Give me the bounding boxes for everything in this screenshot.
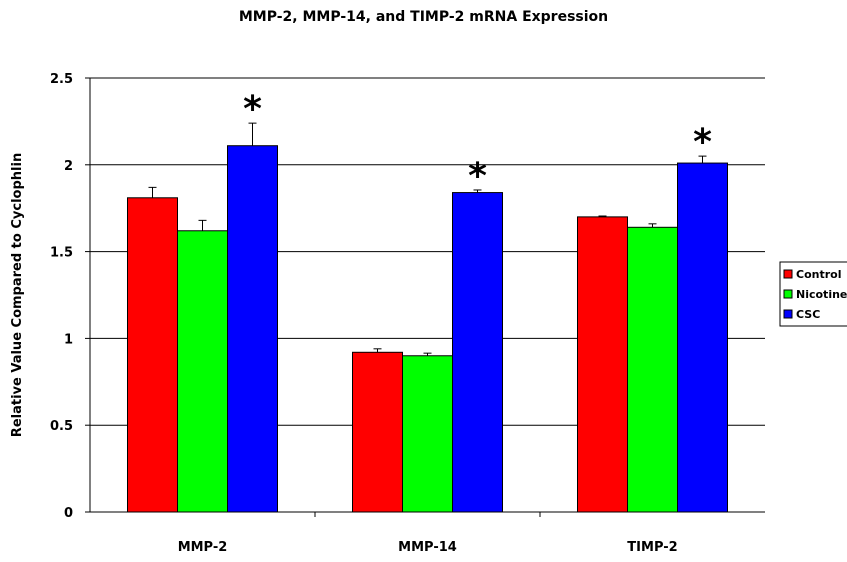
y-tick-label: 1 (64, 332, 73, 347)
bar-csc-mmp-14 (452, 192, 503, 513)
x-tick-label: MMP-14 (398, 540, 457, 555)
legend-label-control: Control (796, 268, 841, 281)
bar-csc-mmp-2 (227, 145, 278, 513)
bar-nicotine-mmp-2 (177, 230, 228, 513)
legend-label-nicotine: Nicotine (796, 288, 847, 301)
y-tick-label: 0 (64, 506, 73, 521)
bar-control-mmp-14 (352, 351, 403, 513)
y-tick-label: 1.5 (50, 246, 73, 261)
significance-asterisk: * (468, 156, 487, 197)
y-tick-label: 2 (64, 159, 73, 174)
bar-control-timp-2 (577, 216, 628, 513)
bar-csc-timp-2 (677, 162, 728, 513)
legend-swatch-nicotine (783, 289, 793, 299)
bar-control-mmp-2 (127, 197, 178, 513)
x-tick-label: MMP-2 (178, 540, 228, 555)
x-tick-label: TIMP-2 (627, 540, 677, 555)
bar-nicotine-mmp-14 (402, 355, 453, 513)
y-tick-label: 0.5 (50, 419, 73, 434)
significance-asterisk: * (243, 89, 262, 130)
chart-title: MMP-2, MMP-14, and TIMP-2 mRNA Expressio… (238, 9, 609, 25)
legend-swatch-csc (783, 309, 793, 319)
legend-swatch-control (783, 269, 793, 279)
y-axis-label: Relative Value Compared to Cyclophlin (10, 153, 25, 437)
significance-asterisk: * (693, 122, 712, 163)
y-tick-label: 2.5 (50, 72, 73, 87)
bar-nicotine-timp-2 (627, 226, 678, 513)
legend-label-csc: CSC (796, 308, 820, 321)
